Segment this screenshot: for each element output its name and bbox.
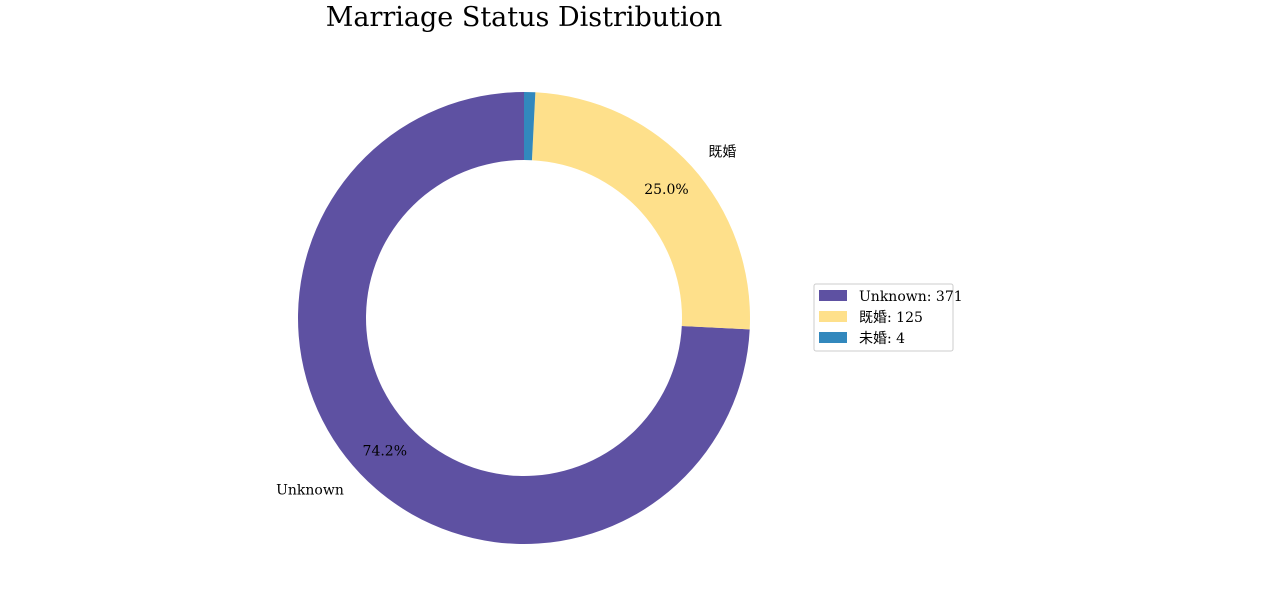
donut-slices xyxy=(298,92,751,544)
slice-label-2: 既婚 xyxy=(708,144,736,160)
percent-label-1: 74.2% xyxy=(363,443,407,459)
chart-title: Marriage Status Distribution xyxy=(326,2,723,33)
slice-3 xyxy=(524,92,536,161)
legend-frame xyxy=(813,283,954,352)
legend-swatch-2 xyxy=(819,311,847,322)
legend-swatch-3 xyxy=(819,332,847,343)
legend-item-3: 未婚: 4 xyxy=(819,331,905,347)
slice-labels: Unknown 74.2% 既婚 25.0% xyxy=(276,144,736,498)
percent-label-2: 25.0% xyxy=(644,182,688,198)
legend-item-2: 既婚: 125 xyxy=(819,310,923,326)
legend-label-2: 既婚: 125 xyxy=(859,310,923,326)
slice-2 xyxy=(531,92,751,330)
legend-item-1: Unknown: 371 xyxy=(819,289,963,305)
slice-1 xyxy=(298,92,750,544)
slice-label-1: Unknown xyxy=(276,482,344,498)
legend: Unknown: 371 既婚: 125 未婚: 4 xyxy=(813,283,963,352)
legend-swatch-1 xyxy=(819,290,847,301)
legend-label-1: Unknown: 371 xyxy=(859,289,963,305)
legend-label-3: 未婚: 4 xyxy=(859,331,905,347)
